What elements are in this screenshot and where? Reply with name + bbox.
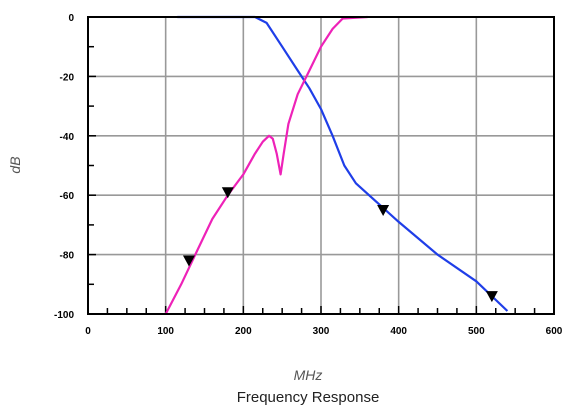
x-tick-label: 500 — [468, 326, 485, 337]
x-tick-labels: 0 100 200 300 400 500 600 — [85, 326, 563, 337]
y-tick-label: -100 — [54, 310, 74, 321]
y-tick-label: -80 — [60, 251, 75, 262]
x-tick-label: 300 — [313, 326, 330, 337]
y-tick-label: -20 — [60, 72, 75, 83]
triangle-marker-0 — [182, 255, 195, 267]
x-tick-label: 200 — [235, 326, 252, 337]
y-tick-labels: 0 -20 -40 -60 -80 -100 — [54, 13, 74, 321]
plot-frame — [87, 16, 555, 315]
x-tick-label: 400 — [390, 326, 407, 337]
x-tick-label: 100 — [157, 326, 174, 337]
y-tick-label: -60 — [60, 191, 75, 202]
triangle-marker-2 — [377, 205, 390, 217]
x-axis-title: MHz — [294, 367, 323, 383]
triangle-marker-1 — [221, 187, 234, 199]
grid — [88, 17, 554, 314]
series-line-magenta — [164, 15, 368, 315]
series-line-blue — [177, 15, 509, 312]
series-lines — [164, 15, 509, 315]
series-markers — [182, 187, 498, 303]
y-tick-label: 0 — [68, 13, 74, 24]
y-tick-label: -40 — [60, 132, 75, 143]
chart-title: Frequency Response — [237, 389, 380, 406]
x-tick-label: 600 — [546, 326, 563, 337]
triangle-marker-3 — [485, 291, 498, 303]
y-axis-title: dB — [7, 156, 23, 173]
x-tick-label: 0 — [85, 326, 91, 337]
